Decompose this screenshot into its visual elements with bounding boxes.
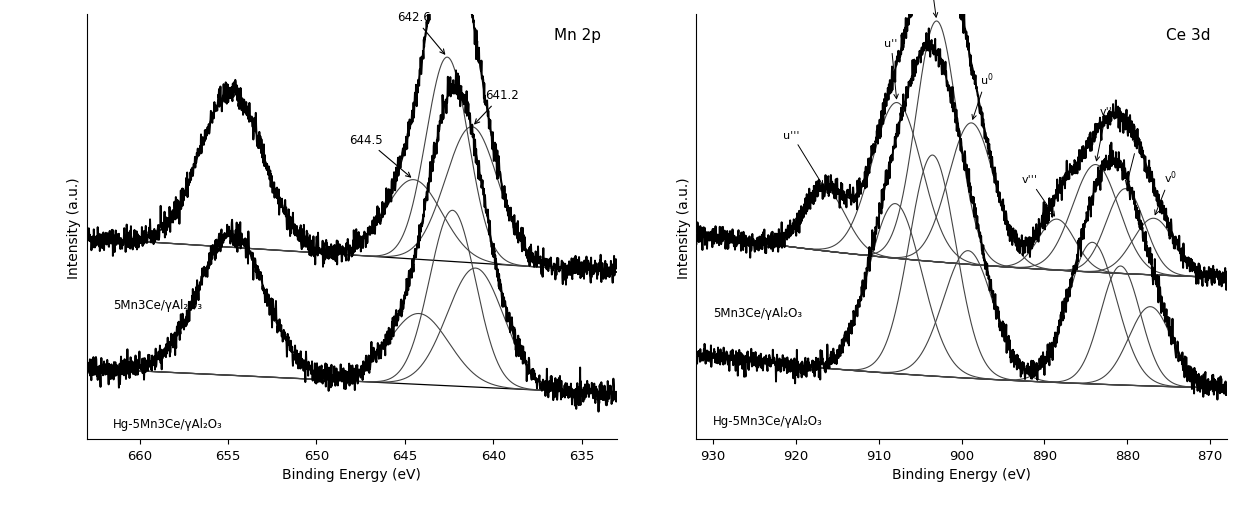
Y-axis label: Intensity (a.u.): Intensity (a.u.) xyxy=(676,177,691,278)
Text: u': u' xyxy=(926,0,938,18)
Text: 5Mn3Ce/γAl₂O₃: 5Mn3Ce/γAl₂O₃ xyxy=(113,298,202,311)
Text: v''': v''' xyxy=(1021,175,1054,217)
Text: u$^0$: u$^0$ xyxy=(971,71,994,120)
X-axis label: Binding Energy (eV): Binding Energy (eV) xyxy=(282,468,421,482)
Text: Hg-5Mn3Ce/γAl₂O₃: Hg-5Mn3Ce/γAl₂O₃ xyxy=(113,417,223,430)
Text: 641.2: 641.2 xyxy=(475,89,519,125)
Text: v'': v'' xyxy=(1095,107,1113,162)
Text: Hg-5Mn3Ce/γAl₂O₃: Hg-5Mn3Ce/γAl₂O₃ xyxy=(712,414,823,427)
X-axis label: Binding Energy (eV): Binding Energy (eV) xyxy=(892,468,1031,482)
Text: v$^0$: v$^0$ xyxy=(1155,169,1177,215)
Text: 644.5: 644.5 xyxy=(349,133,410,178)
Text: 5Mn3Ce/γAl₂O₃: 5Mn3Ce/γAl₂O₃ xyxy=(712,307,802,319)
Text: u'': u'' xyxy=(885,39,898,99)
Text: Mn 2p: Mn 2p xyxy=(554,28,601,43)
Text: 642.6: 642.6 xyxy=(396,11,445,55)
Text: v': v' xyxy=(1125,139,1142,185)
Text: Ce 3d: Ce 3d xyxy=(1166,28,1211,43)
Text: u''': u''' xyxy=(783,130,823,186)
Y-axis label: Intensity (a.u.): Intensity (a.u.) xyxy=(67,177,82,278)
